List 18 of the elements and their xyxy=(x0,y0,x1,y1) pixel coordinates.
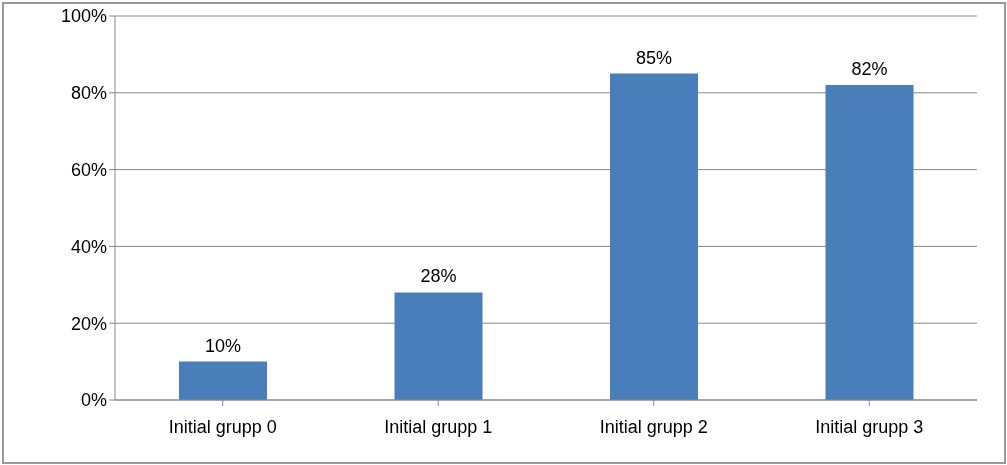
data-label: 85% xyxy=(635,47,673,68)
x-tick-label: Initial grupp 0 xyxy=(168,416,277,437)
y-tick-label: 20% xyxy=(70,313,107,334)
y-tick-label: 100% xyxy=(60,6,107,27)
data-label: 10% xyxy=(204,335,242,356)
x-tick-label: Initial grupp 2 xyxy=(599,416,708,437)
data-label: 28% xyxy=(420,266,457,287)
y-tick-label: 40% xyxy=(70,236,107,257)
bar xyxy=(394,292,483,400)
x-tick-label: Initial grupp 3 xyxy=(815,416,924,437)
y-tick-label: 60% xyxy=(70,159,107,180)
bar xyxy=(610,73,698,400)
bar xyxy=(825,85,914,400)
data-label: 82% xyxy=(851,59,888,80)
x-tick-label: Initial grupp 1 xyxy=(384,416,493,437)
y-tick-label: 80% xyxy=(70,83,107,104)
bar xyxy=(179,361,267,400)
y-tick-label: 0% xyxy=(80,390,107,411)
